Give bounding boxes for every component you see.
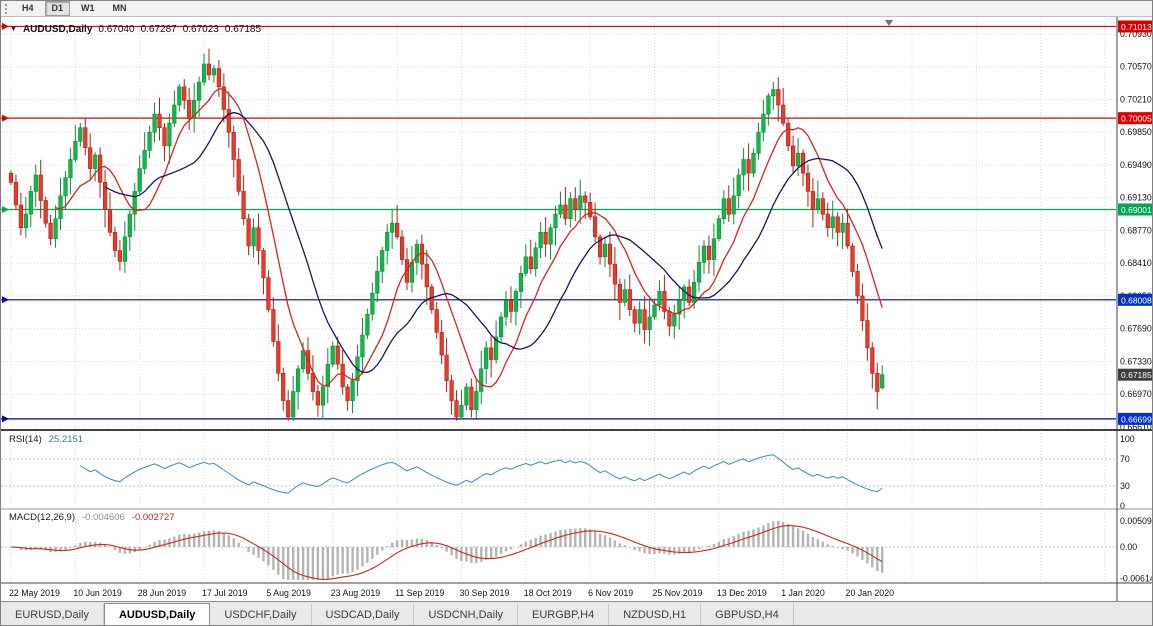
chart-tab-usdcad-daily[interactable]: USDCAD,Daily	[311, 604, 415, 625]
moving-averages-layer	[55, 88, 883, 388]
toolbar-grip[interactable]	[5, 3, 9, 14]
macd-signal-line	[10, 525, 883, 580]
price-badge: 0.71013	[1118, 20, 1152, 33]
timeframe-toolbar: H4 D1 W1 MN	[1, 1, 1152, 17]
level-arrow-icon	[2, 296, 9, 304]
svg-text:0.68770: 0.68770	[1120, 225, 1152, 235]
level-arrow-icon	[2, 22, 9, 30]
rsi-pane-layer	[1, 454, 1116, 494]
svg-text:0.71013: 0.71013	[1121, 22, 1152, 32]
chart-shift-marker[interactable]	[885, 20, 893, 26]
level-arrow-icon	[2, 206, 9, 213]
svg-text:0.66970: 0.66970	[1120, 389, 1152, 399]
ohlc-open: 0.67040	[98, 24, 135, 35]
svg-text:0.67185: 0.67185	[1121, 370, 1152, 380]
macd-histogram	[14, 521, 884, 580]
svg-text:70: 70	[1120, 454, 1130, 464]
price-badge: 0.67185	[1118, 368, 1152, 381]
timeframe-h4[interactable]: H4	[22, 3, 34, 13]
price-badges-layer: 0.71013 0.70005 0.69001 0.68008 0.66699 0.671…	[1118, 20, 1152, 425]
collapse-triangle-icon[interactable]: ▼	[10, 25, 17, 33]
price-badge: 0.68008	[1118, 293, 1152, 306]
macd-pane-layer	[1, 521, 1116, 580]
rsi-value: 25.2151	[48, 434, 84, 445]
chart-tab-audusd-daily[interactable]: AUDUSD,Daily	[103, 603, 211, 625]
macd-header: MACD(12,26,9) -0.004606 -0.002727	[9, 512, 175, 523]
svg-text:25 Nov 2019: 25 Nov 2019	[653, 588, 703, 598]
svg-text:5 Aug 2019: 5 Aug 2019	[266, 588, 311, 598]
ohlc-close: 0.67185	[224, 24, 262, 35]
chart-tab-nzdusd-h1[interactable]: NZDUSD,H1	[609, 604, 702, 625]
svg-text:0.70930: 0.70930	[1120, 29, 1152, 39]
timeframe-buttons: H4 D1 W1 MN	[15, 1, 134, 16]
svg-text:23 Aug 2019: 23 Aug 2019	[331, 588, 381, 598]
svg-text:0.70570: 0.70570	[1120, 62, 1152, 72]
svg-text:0.69001: 0.69001	[1121, 205, 1152, 215]
svg-text:6 Nov 2019: 6 Nov 2019	[588, 588, 633, 598]
svg-text:0.67330: 0.67330	[1120, 356, 1152, 366]
ma-line-10	[55, 88, 883, 388]
svg-text:0.68410: 0.68410	[1120, 258, 1152, 268]
level-arrow-icon	[2, 114, 9, 122]
chart-ohlc-header: ▼ AUDUSD,Daily 0.67040 0.67287 0.67023 0…	[10, 24, 261, 35]
svg-text:0.66699: 0.66699	[1121, 414, 1152, 424]
axis-labels-layer: 22 May 2019 10 Jun 2019 28 Jun 2019 17 Jul …	[9, 29, 1153, 598]
price-badge: 0.69001	[1118, 203, 1152, 216]
svg-text:10 Jun 2019: 10 Jun 2019	[73, 588, 122, 598]
svg-text:17 Jul 2019: 17 Jul 2019	[202, 588, 248, 598]
svg-text:100: 100	[1120, 434, 1135, 444]
svg-text:0.00509: 0.00509	[1120, 516, 1152, 526]
svg-text:13 Dec 2019: 13 Dec 2019	[717, 588, 767, 598]
svg-text:-0.00614: -0.00614	[1120, 573, 1153, 583]
chart-tab-eurgbp-h4[interactable]: EURGBP,H4	[518, 604, 610, 625]
svg-text:30 Sep 2019: 30 Sep 2019	[459, 588, 509, 598]
svg-text:20 Jan 2020: 20 Jan 2020	[846, 588, 895, 598]
candles-layer	[8, 48, 885, 421]
svg-text:1 Jan 2020: 1 Jan 2020	[781, 588, 825, 598]
chart-tab-eurusd-daily[interactable]: EURUSD,Daily	[1, 604, 104, 625]
pane-separators-layer	[1, 17, 1152, 603]
svg-text:0.68008: 0.68008	[1121, 295, 1152, 305]
level-lines-layer	[1, 22, 1116, 423]
svg-text:0.69850: 0.69850	[1120, 127, 1152, 137]
svg-text:0.70210: 0.70210	[1120, 94, 1152, 104]
price-badge: 0.66699	[1118, 412, 1152, 425]
svg-text:0.69130: 0.69130	[1120, 193, 1152, 203]
chart-tab-gbpusd-h4[interactable]: GBPUSD,H4	[701, 604, 794, 625]
price-badge: 0.70005	[1118, 112, 1152, 125]
macd-title: MACD(12,26,9)	[9, 512, 75, 523]
level-arrow-icon	[2, 415, 9, 423]
svg-text:0: 0	[1120, 501, 1125, 511]
svg-text:28 Jun 2019: 28 Jun 2019	[138, 588, 187, 598]
timeframe-d1[interactable]: D1	[44, 1, 71, 16]
chart-tab-usdcnh-daily[interactable]: USDCNH,Daily	[414, 604, 519, 625]
svg-text:30: 30	[1120, 481, 1130, 491]
svg-text:22 May 2019: 22 May 2019	[9, 588, 60, 598]
timeframe-mn[interactable]: MN	[112, 3, 127, 13]
macd-signal-value: -0.002727	[131, 512, 175, 523]
rsi-line	[80, 454, 883, 494]
svg-text:11 Sep 2019: 11 Sep 2019	[395, 588, 444, 598]
macd-value: -0.004606	[82, 512, 125, 523]
svg-text:0.66610: 0.66610	[1120, 422, 1152, 432]
ma-line-20	[104, 111, 883, 374]
chart-tabs-bar: EURUSD,Daily AUDUSD,Daily USDCHF,Daily USDC…	[1, 601, 1152, 625]
chart-tab-usdchf-daily[interactable]: USDCHF,Daily	[210, 604, 312, 625]
svg-text:0.00: 0.00	[1120, 542, 1137, 552]
svg-text:0.69490: 0.69490	[1120, 160, 1152, 170]
ohlc-low: 0.67023	[182, 24, 219, 35]
rsi-title: RSI(14)	[9, 434, 42, 445]
timeframe-w1[interactable]: W1	[81, 3, 95, 13]
rsi-header: RSI(14) 25.2151	[9, 434, 83, 445]
ohlc-high: 0.67287	[140, 24, 177, 35]
svg-text:18 Oct 2019: 18 Oct 2019	[524, 588, 572, 598]
symbol-timeframe-label: AUDUSD,Daily	[22, 24, 93, 35]
svg-text:0.67690: 0.67690	[1120, 324, 1152, 334]
svg-text:0.70005: 0.70005	[1121, 114, 1152, 124]
